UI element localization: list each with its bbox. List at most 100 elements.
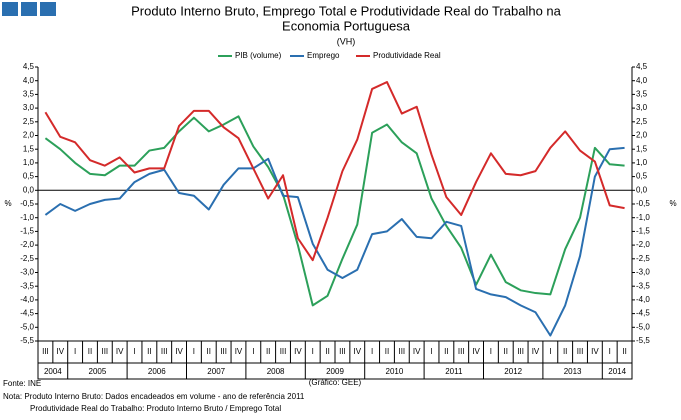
y-tick-label: -5,0 (636, 322, 650, 331)
data-line (44, 146, 625, 337)
y-axis-label: % (4, 199, 11, 208)
year-label: 2014 (608, 367, 626, 376)
x-tick-label: II (622, 347, 626, 356)
chart-subtitle: (VH) (337, 36, 356, 46)
y-tick-label: -4,5 (20, 309, 34, 318)
x-tick-label: III (280, 347, 287, 356)
x-tick-label: IV (56, 347, 64, 356)
y-tick-label: -4,0 (636, 295, 650, 304)
note: Produtividade Real do Trabalho: Produto … (30, 404, 281, 413)
x-tick-label: I (549, 347, 551, 356)
data-line (44, 115, 625, 307)
x-tick-label: III (101, 347, 108, 356)
x-tick-label: IV (235, 347, 243, 356)
y-tick-label: -2,5 (20, 254, 34, 263)
y-tick-label: 0,5 (23, 172, 35, 181)
y-tick-label: -2,5 (636, 254, 650, 263)
y-tick-label: 2,5 (23, 117, 35, 126)
x-tick-label: I (252, 347, 254, 356)
y-tick-label: 1,0 (636, 158, 648, 167)
year-label: 2009 (326, 367, 344, 376)
x-tick-label: I (430, 347, 432, 356)
y-tick-label: 0,0 (636, 185, 648, 194)
y-tick-label: 0,5 (636, 172, 648, 181)
year-label: 2004 (44, 367, 62, 376)
y-tick-label: -4,5 (636, 309, 650, 318)
y-tick-label: -3,5 (20, 281, 34, 290)
x-tick-label: II (563, 347, 567, 356)
logo-square (40, 2, 56, 16)
y-tick-label: -3,0 (636, 268, 650, 277)
logo-square (21, 2, 37, 16)
y-tick-label: -5,5 (636, 336, 650, 345)
x-tick-label: III (517, 347, 524, 356)
data-line (44, 81, 625, 262)
x-tick-label: IV (532, 347, 540, 356)
x-tick-label: III (458, 347, 465, 356)
y-tick-label: 2,0 (23, 131, 35, 140)
x-tick-label: I (490, 347, 492, 356)
y-tick-label: -3,0 (20, 268, 34, 277)
year-label: 2011 (445, 367, 463, 376)
y-tick-label: 2,5 (636, 117, 648, 126)
y-tick-label: 0,0 (23, 185, 35, 194)
y-tick-label: -4,0 (20, 295, 34, 304)
x-tick-label: II (325, 347, 329, 356)
year-label: 2005 (89, 367, 107, 376)
y-tick-label: 3,0 (636, 103, 648, 112)
y-tick-label: 3,0 (23, 103, 35, 112)
legend-label: PIB (volume) (235, 51, 282, 60)
x-tick-label: II (385, 347, 389, 356)
year-label: 2013 (564, 367, 582, 376)
x-tick-label: I (371, 347, 373, 356)
y-tick-label: 2,0 (636, 131, 648, 140)
y-tick-label: 1,5 (636, 144, 648, 153)
x-tick-label: II (504, 347, 508, 356)
x-tick-label: III (577, 347, 584, 356)
source: Fonte: INE (3, 379, 41, 388)
y-tick-label: -0,5 (20, 199, 34, 208)
x-tick-label: IV (294, 347, 302, 356)
y-tick-label: -1,5 (20, 227, 34, 236)
x-axis-label: (Gráfico: GEE) (309, 378, 362, 387)
x-tick-label: IV (472, 347, 480, 356)
y-tick-label: -2,0 (20, 240, 34, 249)
year-label: 2010 (386, 367, 404, 376)
x-tick-label: I (74, 347, 76, 356)
x-tick-label: IV (413, 347, 421, 356)
logo-square (2, 2, 18, 16)
year-label: 2012 (504, 367, 522, 376)
x-tick-label: II (444, 347, 448, 356)
legend-label: Produtividade Real (373, 51, 441, 60)
x-tick-label: I (609, 347, 611, 356)
year-label: 2008 (267, 367, 285, 376)
x-tick-label: IV (175, 347, 183, 356)
chart-title: Economia Portuguesa (282, 18, 411, 33)
y-tick-label: -1,0 (20, 213, 34, 222)
y-tick-label: -0,5 (636, 199, 650, 208)
x-tick-label: I (133, 347, 135, 356)
year-label: 2006 (148, 367, 166, 376)
x-tick-label: III (161, 347, 168, 356)
y-tick-label: 4,5 (636, 62, 648, 71)
y-tick-label: 4,0 (636, 76, 648, 85)
x-tick-label: II (266, 347, 270, 356)
y-tick-label: 4,0 (23, 76, 35, 85)
y-tick-label: 1,0 (23, 158, 35, 167)
y-tick-label: 4,5 (23, 62, 35, 71)
x-tick-label: IV (353, 347, 361, 356)
y-tick-label: -2,0 (636, 240, 650, 249)
x-tick-label: III (42, 347, 49, 356)
y-tick-label: 3,5 (636, 90, 648, 99)
y-tick-label: -1,0 (636, 213, 650, 222)
x-tick-label: I (312, 347, 314, 356)
note: Nota: Produto Interno Bruto: Dados encad… (3, 392, 305, 401)
y-tick-label: -5,0 (20, 322, 34, 331)
x-tick-label: III (398, 347, 405, 356)
y-tick-label: 3,5 (23, 90, 35, 99)
x-tick-label: IV (591, 347, 599, 356)
x-tick-label: III (339, 347, 346, 356)
x-tick-label: II (147, 347, 151, 356)
x-tick-label: IV (116, 347, 124, 356)
year-label: 2007 (207, 367, 225, 376)
